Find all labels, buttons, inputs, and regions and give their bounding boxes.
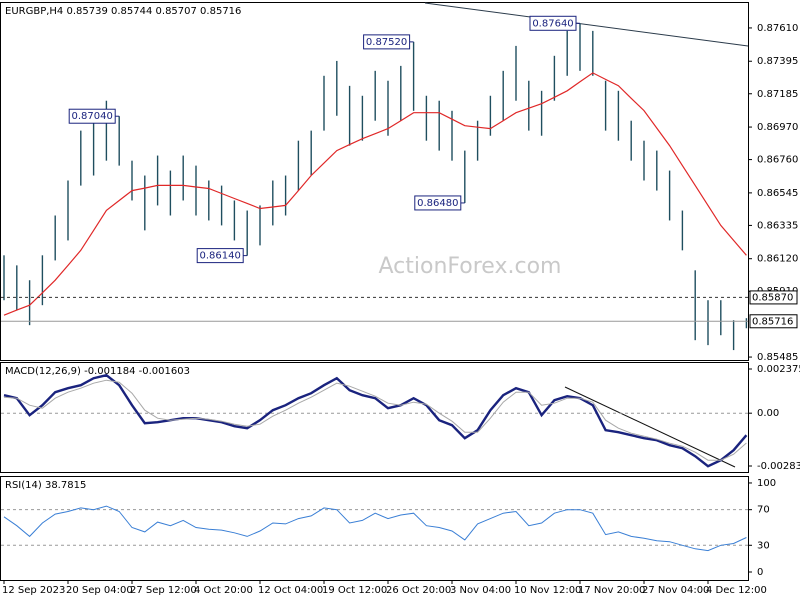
x-tick-label: 17 Nov 20:00 bbox=[578, 585, 645, 596]
y-tick-label: 0 bbox=[757, 567, 763, 578]
rsi-line bbox=[3, 505, 747, 552]
y-tick-label: 70 bbox=[757, 505, 770, 516]
y-tick-label: -0.002838 bbox=[757, 461, 800, 472]
price-panel bbox=[0, 2, 749, 361]
price-level-box bbox=[749, 290, 798, 305]
moving-average bbox=[3, 72, 747, 316]
y-tick-label: 0.87185 bbox=[757, 89, 798, 100]
y-tick-label: 0.86335 bbox=[757, 220, 798, 231]
x-tick-label: 3 Nov 04:00 bbox=[450, 585, 511, 596]
annotation-label: 0.87520 bbox=[366, 37, 407, 48]
y-tick-label: 0.002375 bbox=[757, 364, 800, 375]
y-tick-label: 100 bbox=[757, 478, 776, 489]
macd-line bbox=[3, 373, 748, 468]
annotation-box bbox=[196, 248, 244, 264]
y-tick-label: 0.00 bbox=[757, 408, 779, 419]
y-tick-label: 0.86760 bbox=[757, 155, 798, 166]
annotation-label: 0.87040 bbox=[72, 111, 113, 122]
y-tick-label: 0.86120 bbox=[757, 254, 798, 265]
price-level-label: 0.85870 bbox=[752, 292, 793, 303]
x-tick-label: 27 Sep 12:00 bbox=[130, 585, 197, 596]
y-tick-label: 0.86545 bbox=[757, 188, 798, 199]
annotation-box bbox=[68, 108, 116, 124]
annotation-label: 0.87640 bbox=[532, 18, 573, 29]
annotation-box bbox=[363, 34, 411, 50]
panel-title: EURGBP,H4 0.85739 0.85744 0.85707 0.8571… bbox=[5, 6, 241, 17]
y-tick-label: 30 bbox=[757, 540, 770, 551]
panel-title: RSI(14) 38.7815 bbox=[5, 480, 86, 491]
annotation-label: 0.86480 bbox=[417, 198, 458, 209]
macd-panel bbox=[0, 362, 749, 473]
annotation-box bbox=[529, 15, 577, 31]
x-tick-label: 27 Nov 04:00 bbox=[642, 585, 709, 596]
x-tick-label: 12 Oct 04:00 bbox=[258, 585, 323, 596]
annotation-label: 0.86140 bbox=[200, 251, 241, 262]
watermark: ActionForex.com bbox=[379, 254, 562, 279]
y-tick-label: 0.85485 bbox=[757, 352, 798, 363]
x-tick-label: 26 Oct 20:00 bbox=[386, 585, 451, 596]
signal-line bbox=[3, 379, 747, 461]
x-tick-label: 4 Oct 20:00 bbox=[194, 585, 253, 596]
y-tick-label: 0.86970 bbox=[757, 122, 798, 133]
y-tick-label: 0.87610 bbox=[757, 23, 798, 34]
trendline bbox=[424, 2, 749, 47]
panel-title: MACD(12,26,9) -0.001184 -0.001603 bbox=[5, 366, 190, 377]
x-tick-label: 10 Nov 12:00 bbox=[514, 585, 581, 596]
y-tick-label: 0.87395 bbox=[757, 56, 798, 67]
x-tick-label: 4 Dec 12:00 bbox=[706, 585, 767, 596]
x-tick-label: 12 Sep 2023 bbox=[2, 585, 65, 596]
price-level-box bbox=[749, 314, 798, 329]
annotation-box bbox=[414, 195, 462, 211]
rsi-panel bbox=[0, 476, 749, 581]
price-level-label: 0.85716 bbox=[752, 316, 793, 327]
macd-trendline bbox=[564, 386, 736, 468]
x-tick-label: 20 Sep 04:00 bbox=[66, 585, 133, 596]
x-tick-label: 19 Oct 12:00 bbox=[322, 585, 387, 596]
